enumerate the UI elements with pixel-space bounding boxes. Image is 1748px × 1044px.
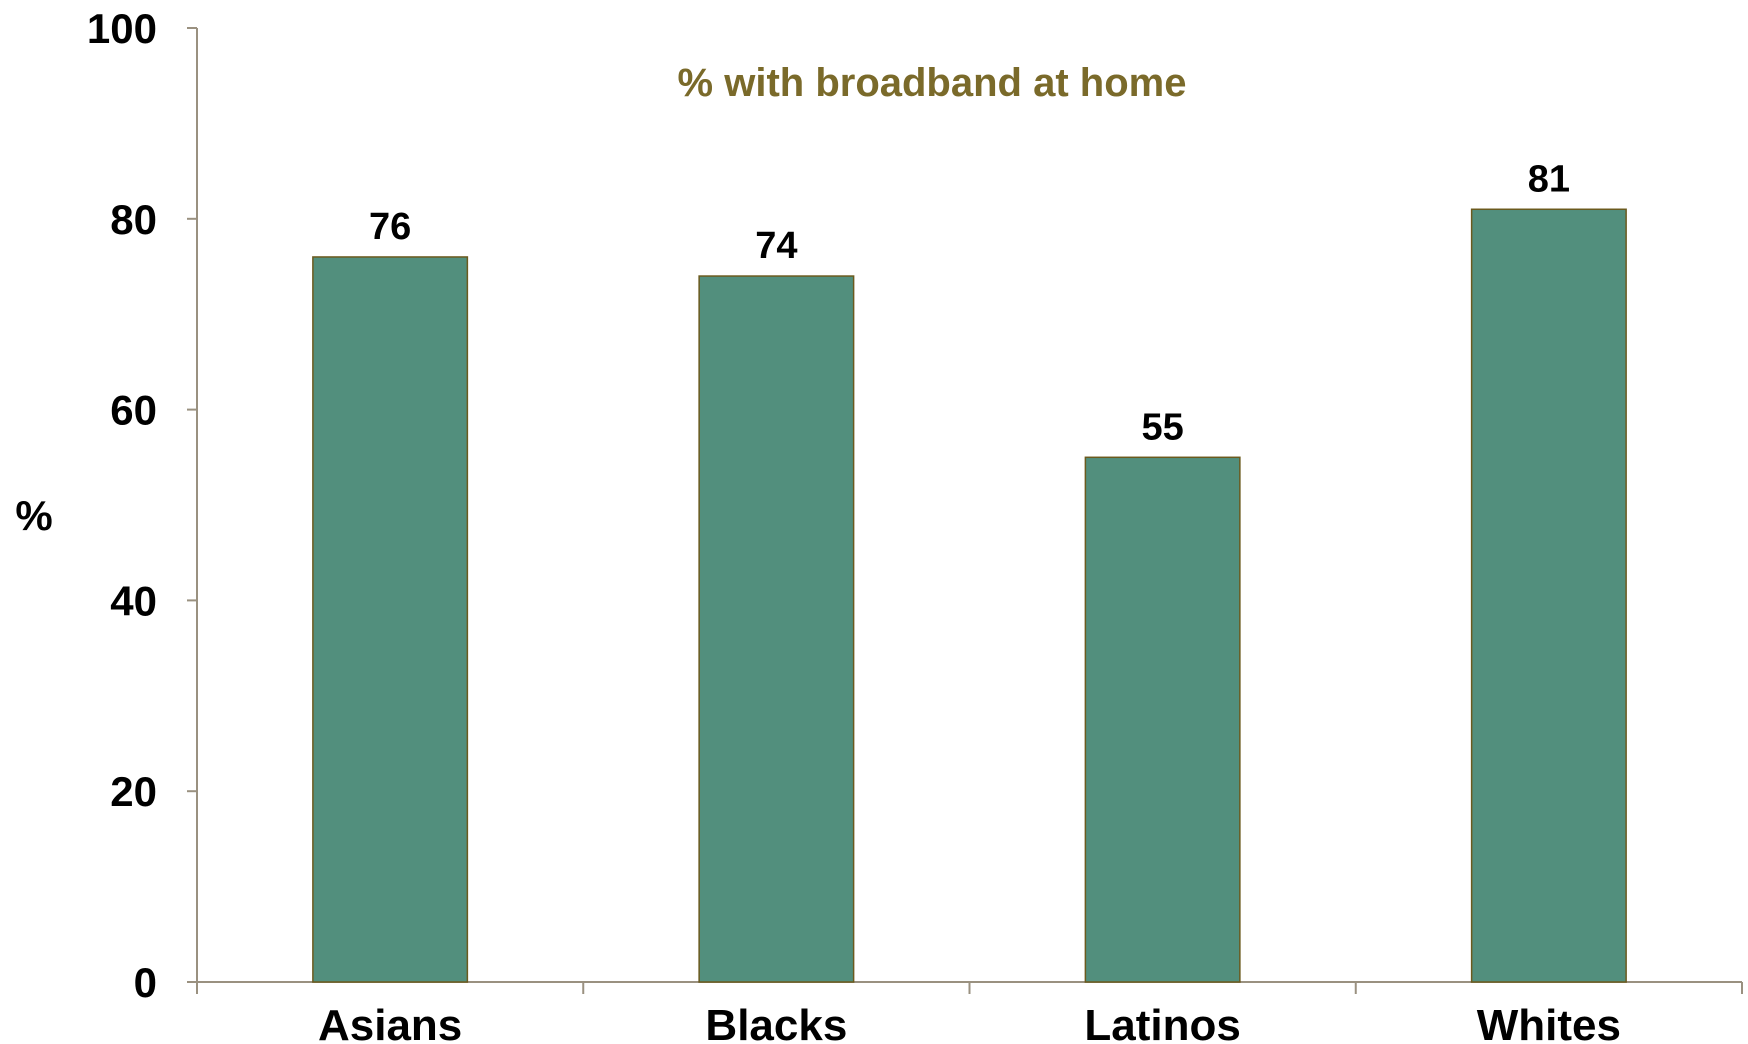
y-tick-label: 60 <box>110 387 157 434</box>
data-labels: 76 74 55 81 <box>369 158 1570 448</box>
bar-blacks <box>698 275 855 983</box>
data-label-latinos: 55 <box>1141 406 1183 448</box>
data-label-whites: 81 <box>1528 158 1570 200</box>
x-tick-label-latinos: Latinos <box>1084 1001 1240 1044</box>
y-tick-label: 20 <box>110 768 157 815</box>
x-tick-label-whites: Whites <box>1477 1001 1621 1044</box>
x-tick-label-asians: Asians <box>318 1001 462 1044</box>
chart-title: % with broadband at home <box>678 61 1187 105</box>
bar-whites <box>1470 208 1627 983</box>
x-tick-label-blacks: Blacks <box>705 1001 847 1044</box>
y-axis: 0 20 40 60 80 100 <box>87 5 198 1006</box>
y-tick-label: 40 <box>110 577 157 624</box>
bars <box>312 208 1627 983</box>
y-tick-label: 0 <box>134 959 157 1006</box>
y-tick-label: 100 <box>87 5 157 52</box>
y-axis-title: % <box>15 492 52 539</box>
data-label-asians: 76 <box>369 206 411 248</box>
data-label-blacks: 74 <box>755 225 797 267</box>
bar-latinos <box>1084 456 1241 983</box>
x-axis: Asians Blacks Latinos Whites <box>196 981 1743 1044</box>
bar-asians <box>312 256 469 983</box>
y-tick-label: 80 <box>110 196 157 243</box>
